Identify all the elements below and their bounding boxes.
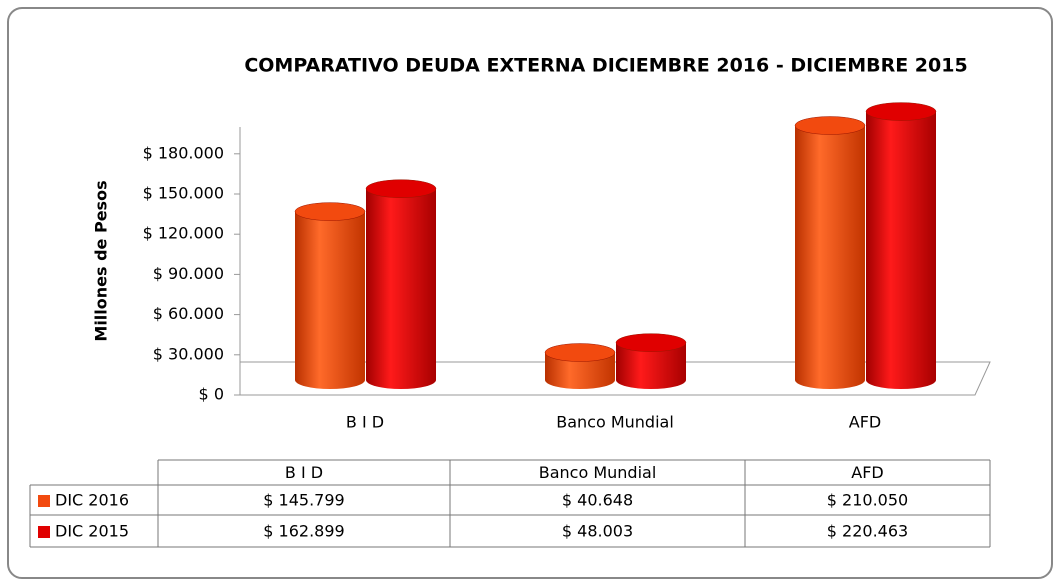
legend-label: DIC 2015 (55, 522, 129, 541)
legend-swatch (38, 495, 50, 507)
x-tick-label: B I D (346, 413, 384, 432)
chart-frame (7, 7, 1053, 579)
cylinder-cap (544, 343, 616, 362)
x-tick-label: AFD (849, 413, 881, 432)
cylinder-base (545, 371, 615, 389)
y-axis-label: Millones de Pesos (92, 180, 111, 341)
cylinder (295, 211, 365, 380)
table-header: B I D (285, 463, 323, 482)
cylinder-base (295, 371, 365, 389)
y-tick-label: $ 30.000 (153, 344, 224, 363)
cylinder-base (616, 371, 686, 389)
cylinder-cap (794, 116, 866, 135)
y-tick-label: $ 60.000 (153, 304, 224, 323)
cylinder-base (366, 371, 436, 389)
table-value: $ 220.463 (827, 522, 908, 541)
x-tick-label: Banco Mundial (556, 413, 674, 432)
table-value: $ 162.899 (263, 522, 344, 541)
cylinder-cap (615, 333, 687, 352)
cylinder-cap (865, 102, 937, 121)
y-tick-label: $ 150.000 (143, 184, 224, 203)
y-tick-label: $ 180.000 (143, 143, 224, 162)
y-tick-label: $ 120.000 (143, 224, 224, 243)
table-header: Banco Mundial (539, 463, 657, 482)
cylinder (795, 125, 865, 381)
table-value: $ 40.648 (562, 491, 633, 510)
y-tick-label: $ 0 (199, 385, 224, 404)
chart-title: COMPARATIVO DEUDA EXTERNA DICIEMBRE 2016… (244, 55, 967, 77)
table-header: AFD (851, 463, 883, 482)
cylinder-cap (294, 202, 366, 221)
table-value: $ 48.003 (562, 522, 633, 541)
cylinder-base (866, 371, 936, 389)
legend-swatch (38, 526, 50, 538)
table-value: $ 145.799 (263, 491, 344, 510)
cylinder-cap (365, 179, 437, 198)
table-value: $ 210.050 (827, 491, 908, 510)
cylinder (366, 188, 436, 380)
y-tick-label: $ 90.000 (153, 264, 224, 283)
cylinder-base (795, 371, 865, 389)
legend-label: DIC 2016 (55, 491, 129, 510)
cylinder (866, 111, 936, 380)
